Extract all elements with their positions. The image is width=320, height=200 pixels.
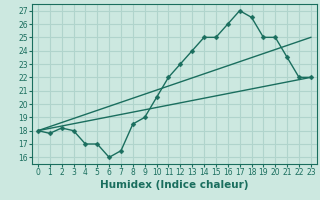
X-axis label: Humidex (Indice chaleur): Humidex (Indice chaleur) <box>100 180 249 190</box>
